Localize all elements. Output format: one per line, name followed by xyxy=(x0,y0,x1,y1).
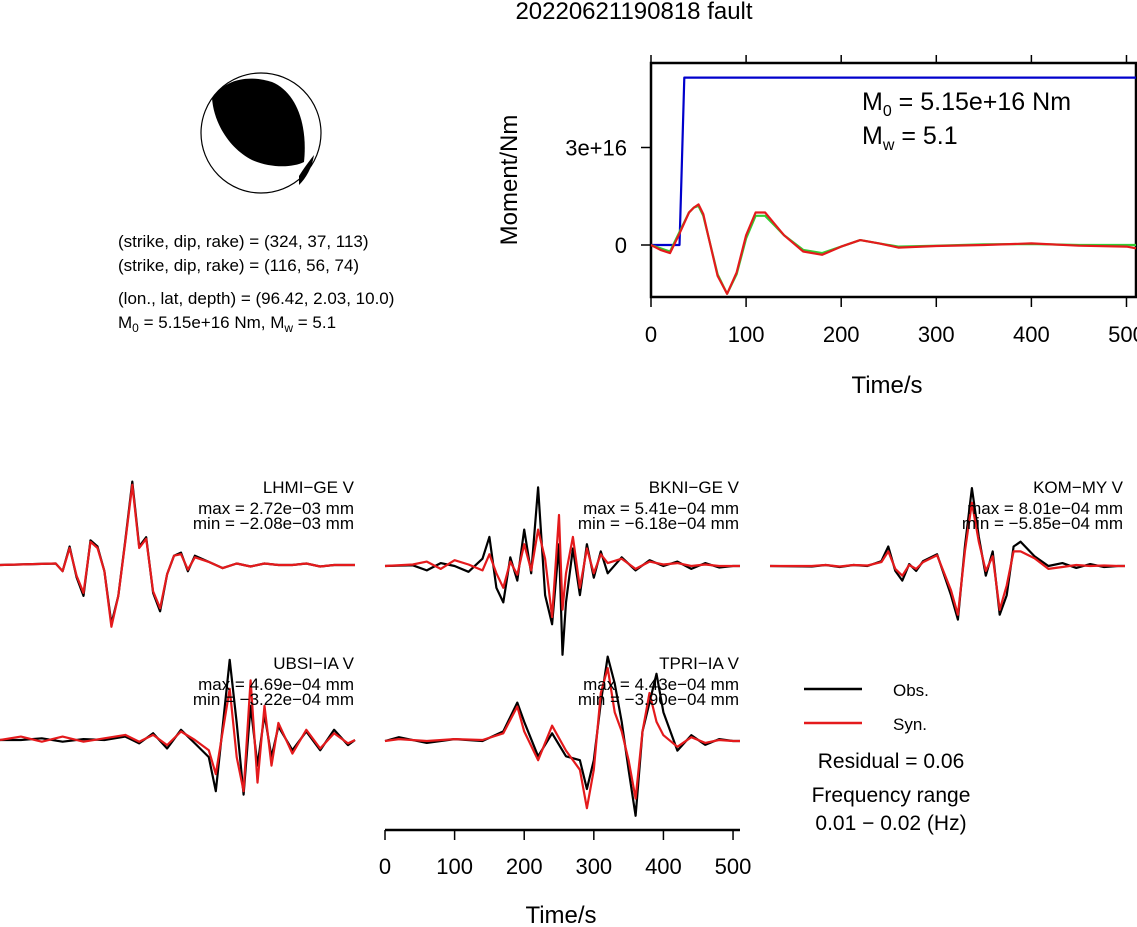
legend: Obs. Syn. Residual = 0.06 Frequency rang… xyxy=(804,681,970,835)
moment-series-red xyxy=(650,203,1137,295)
moment-panel-frame xyxy=(649,61,1137,299)
station-max: max = 8.01e−04 mm xyxy=(967,499,1123,518)
moment-axes: 3e+16 0 0 100 200 300 400 500 xyxy=(565,55,1137,347)
station-name: UBSI−IA V xyxy=(273,654,354,673)
frequency-range-value: 0.01 − 0.02 (Hz) xyxy=(815,812,966,835)
synthetic-waveform xyxy=(384,666,740,810)
synthetic-waveform xyxy=(0,679,356,793)
station-min: min = −3.90e−04 mm xyxy=(578,690,739,709)
waveform-xtick-label: 500 xyxy=(715,854,752,879)
beachball-small-quadrant xyxy=(299,155,314,185)
moment-plot-area xyxy=(650,76,1137,295)
moment-xlabel: Time/s xyxy=(851,372,922,399)
residual-text: Residual = 0.06 xyxy=(818,750,965,773)
synthetic-waveform xyxy=(0,483,355,628)
moment-ytick-label: 3e+16 xyxy=(565,136,627,161)
moment-ylabel: Moment/Nm xyxy=(496,115,523,246)
moment-xtick-label: 200 xyxy=(823,322,860,347)
synthetic-waveform xyxy=(770,501,1125,616)
station-min: min = −3.22e−04 mm xyxy=(193,690,354,709)
focal-plane-2: (strike, dip, rake) = (116, 56, 74) xyxy=(118,256,359,275)
location-text: (lon., lat, depth) = (96.42, 2.03, 10.0) xyxy=(118,289,394,308)
moment-series-green xyxy=(650,204,1136,295)
waveform-xtick-label: 400 xyxy=(645,854,682,879)
figure-title: 20220621190818 fault xyxy=(515,0,752,25)
station-name: BKNI−GE V xyxy=(649,478,740,497)
legend-syn-label: Syn. xyxy=(893,715,927,734)
waveform-time-axis: 0 100 200 300 400 500 xyxy=(379,828,752,879)
moment-xtick-label: 400 xyxy=(1013,322,1050,347)
waveform-xtick-label: 100 xyxy=(436,854,473,879)
station-min: min = −5.85e−04 mm xyxy=(962,514,1123,533)
moment-xtick-label: 0 xyxy=(645,322,657,347)
moment-xtick-label: 500 xyxy=(1108,322,1137,347)
moment-xtick-label: 100 xyxy=(728,322,765,347)
beachball xyxy=(200,72,322,194)
waveform-xtick-label: 0 xyxy=(379,854,391,879)
moment-ytick-label: 0 xyxy=(615,233,627,258)
station-min: min = −2.08e−03 mm xyxy=(193,514,354,533)
moment-panel: 3e+1600100200300400500 Moment/Nm Time/s … xyxy=(496,55,1137,399)
waveform-xtick-label: 200 xyxy=(506,854,543,879)
station-max: max = 2.72e−03 mm xyxy=(198,499,354,518)
station-max: max = 4.43e−04 mm xyxy=(583,675,739,694)
synthetic-waveform xyxy=(384,513,740,619)
beachball-compression-quadrant xyxy=(212,78,305,167)
station-name: TPRI−IA V xyxy=(659,654,739,673)
moment-m0-label: M0 = 5.15e+16 Nm xyxy=(862,88,1071,120)
moment-mw-label: Mw = 5.1 xyxy=(862,122,958,154)
moment-summary: M0 = 5.15e+16 Nm, Mw = 5.1 xyxy=(118,313,336,335)
station-max: max = 4.69e−04 mm xyxy=(198,675,354,694)
frequency-range-label: Frequency range xyxy=(812,784,971,807)
focal-plane-1: (strike, dip, rake) = (324, 37, 113) xyxy=(118,232,369,251)
station-name: LHMI−GE V xyxy=(263,478,355,497)
station-min: min = −6.18e−04 mm xyxy=(578,514,739,533)
legend-obs-label: Obs. xyxy=(893,681,929,700)
moment-xtick-label: 300 xyxy=(918,322,955,347)
waveform-xtick-label: 300 xyxy=(575,854,612,879)
station-name: KOM−MY V xyxy=(1033,478,1124,497)
moment-series-blue xyxy=(651,76,1136,247)
station-max: max = 5.41e−04 mm xyxy=(583,499,739,518)
waveform-xlabel: Time/s xyxy=(525,902,596,927)
